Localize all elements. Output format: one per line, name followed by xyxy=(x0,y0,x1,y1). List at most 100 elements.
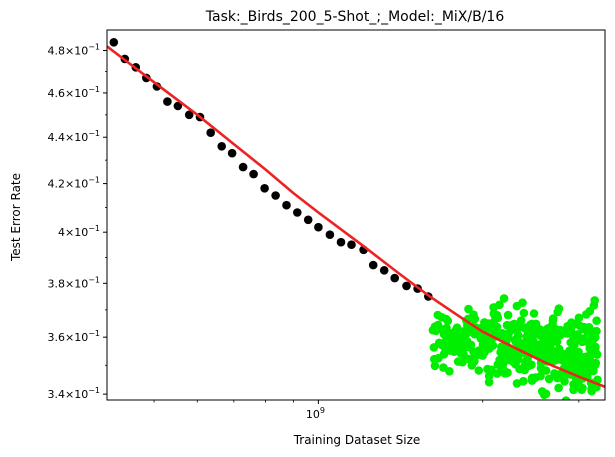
data-point-green xyxy=(584,351,594,361)
data-point-green xyxy=(556,330,565,340)
data-point-green xyxy=(557,349,566,359)
data-point-green xyxy=(585,360,594,369)
y-tick-label: 4×10−1 xyxy=(58,224,100,239)
data-point-black xyxy=(217,142,226,151)
data-point-green xyxy=(503,310,513,320)
data-point-green xyxy=(512,379,522,388)
data-point-green xyxy=(529,341,539,351)
data-point-green xyxy=(543,344,552,354)
data-point-green xyxy=(554,383,563,393)
data-point-green xyxy=(448,339,458,349)
data-point-green xyxy=(459,350,468,359)
data-point-green xyxy=(529,309,539,318)
data-point-green xyxy=(592,316,601,326)
data-point-green xyxy=(527,319,536,329)
data-point-black xyxy=(390,273,400,283)
data-point-green xyxy=(527,376,537,385)
data-point-black xyxy=(109,38,119,47)
data-point-black xyxy=(303,215,313,225)
data-point-black xyxy=(402,281,411,291)
data-point-green xyxy=(573,350,582,360)
data-point-green xyxy=(458,357,467,367)
data-point-green xyxy=(484,371,494,381)
data-point-black xyxy=(379,266,389,275)
data-point-green xyxy=(470,329,479,339)
data-point-black xyxy=(249,169,258,179)
data-point-green xyxy=(556,369,565,379)
data-point-green xyxy=(497,342,506,352)
y-axis-label: Test Error Rate xyxy=(9,173,23,262)
data-point-green xyxy=(580,322,589,332)
data-point-green xyxy=(449,328,458,337)
data-point-green xyxy=(570,340,579,350)
y-tick-label: 3.6×10−1 xyxy=(47,329,100,344)
data-point-black xyxy=(336,237,346,247)
data-point-black xyxy=(314,222,323,232)
data-point-green xyxy=(560,377,569,386)
data-point-black xyxy=(206,128,215,137)
data-point-green xyxy=(574,313,584,323)
y-tick-label: 4.2×10−1 xyxy=(47,176,100,191)
fit-line xyxy=(107,45,605,389)
data-point-green xyxy=(439,329,449,339)
data-point-green xyxy=(484,319,493,328)
data-point-black xyxy=(282,200,291,210)
data-point-green xyxy=(527,360,536,370)
plot-area: 3.4×10−1 3.6×10−1 3.8×10−1 4×10−1 4.2×10−1 4.… xyxy=(47,29,606,421)
data-point-green xyxy=(520,362,529,371)
data-point-green xyxy=(449,347,459,357)
data-point-green xyxy=(524,336,533,346)
data-point-green xyxy=(484,377,494,387)
data-point-black xyxy=(325,230,335,239)
data-point-green xyxy=(577,385,586,395)
data-point-green xyxy=(586,411,595,420)
data-point-green xyxy=(578,362,587,372)
data-point-green xyxy=(497,366,506,376)
data-point-green xyxy=(568,329,577,339)
data-point-green xyxy=(489,303,498,312)
data-point-green xyxy=(570,319,580,329)
data-point-green xyxy=(469,310,478,320)
data-point-black xyxy=(347,240,356,249)
data-point-green xyxy=(541,389,551,399)
data-point-black xyxy=(163,97,172,106)
data-point-green xyxy=(585,306,595,316)
data-point-green xyxy=(585,344,594,353)
x-axis-label: Training Dataset Size xyxy=(293,433,421,447)
data-point-green xyxy=(474,366,484,375)
data-point-green xyxy=(536,363,546,373)
data-point-green xyxy=(570,365,579,375)
y-tick-label: 3.8×10−1 xyxy=(47,275,100,290)
y-tick-label: 4.8×10−1 xyxy=(47,43,100,58)
data-point-black xyxy=(260,184,269,193)
data-point-green xyxy=(544,374,554,384)
x-tick-label: 109 xyxy=(306,406,325,421)
chart-title: Task:_Birds_200_5-Shot_;_Model:_MiX/B/16 xyxy=(205,9,505,25)
data-point-green xyxy=(500,333,510,342)
data-point-black xyxy=(368,260,378,270)
data-point-green xyxy=(536,371,545,381)
data-point-green xyxy=(518,298,527,308)
data-point-black xyxy=(184,110,194,120)
data-point-black xyxy=(238,162,248,172)
data-layer xyxy=(107,38,605,420)
data-point-green xyxy=(441,336,451,346)
data-point-green xyxy=(445,367,454,376)
data-point-green xyxy=(590,327,599,336)
data-point-green xyxy=(433,320,443,330)
data-point-green xyxy=(499,294,509,303)
data-point-green xyxy=(455,336,465,345)
data-point-green xyxy=(434,353,443,363)
data-point-green xyxy=(484,339,494,349)
data-point-green xyxy=(490,311,500,321)
data-point-green xyxy=(552,337,562,347)
data-point-green xyxy=(434,338,444,348)
data-point-green xyxy=(464,304,473,314)
data-point-black xyxy=(293,208,302,217)
data-point-green xyxy=(500,355,510,364)
data-point-green xyxy=(591,358,601,368)
y-tick-label: 3.4×10−1 xyxy=(47,386,100,401)
data-point-green xyxy=(582,403,591,412)
data-point-green xyxy=(430,361,440,371)
